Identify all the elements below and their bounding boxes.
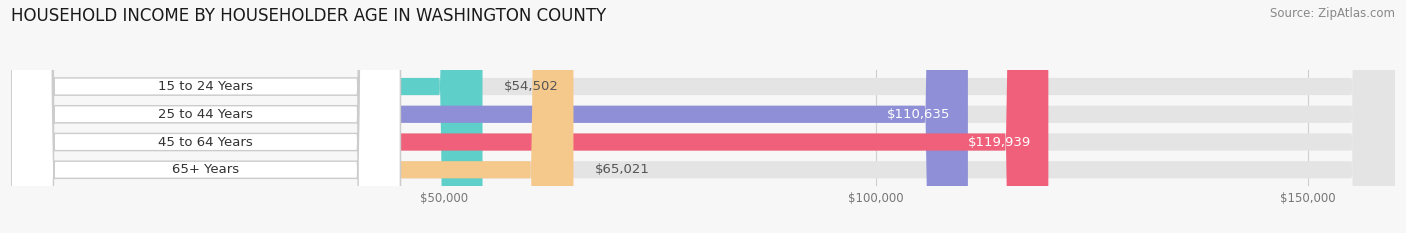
Text: $54,502: $54,502: [505, 80, 560, 93]
FancyBboxPatch shape: [11, 0, 482, 233]
FancyBboxPatch shape: [11, 0, 401, 233]
Text: 15 to 24 Years: 15 to 24 Years: [159, 80, 253, 93]
Text: $65,021: $65,021: [595, 163, 650, 176]
Text: $119,939: $119,939: [967, 136, 1031, 148]
Text: Source: ZipAtlas.com: Source: ZipAtlas.com: [1270, 7, 1395, 20]
FancyBboxPatch shape: [11, 0, 401, 233]
FancyBboxPatch shape: [11, 0, 401, 233]
FancyBboxPatch shape: [11, 0, 1395, 233]
FancyBboxPatch shape: [11, 0, 401, 233]
Text: $110,635: $110,635: [887, 108, 950, 121]
FancyBboxPatch shape: [11, 0, 1049, 233]
FancyBboxPatch shape: [11, 0, 1395, 233]
Text: 65+ Years: 65+ Years: [173, 163, 239, 176]
FancyBboxPatch shape: [11, 0, 1395, 233]
Text: HOUSEHOLD INCOME BY HOUSEHOLDER AGE IN WASHINGTON COUNTY: HOUSEHOLD INCOME BY HOUSEHOLDER AGE IN W…: [11, 7, 606, 25]
FancyBboxPatch shape: [11, 0, 967, 233]
FancyBboxPatch shape: [11, 0, 574, 233]
Text: 45 to 64 Years: 45 to 64 Years: [159, 136, 253, 148]
Text: 25 to 44 Years: 25 to 44 Years: [159, 108, 253, 121]
FancyBboxPatch shape: [11, 0, 1395, 233]
